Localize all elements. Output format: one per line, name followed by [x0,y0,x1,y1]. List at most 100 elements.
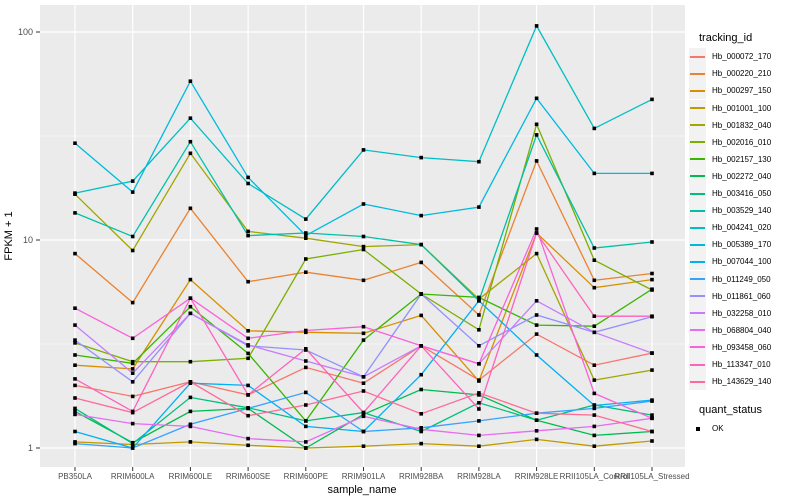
data-point-marker [73,338,77,342]
data-point-marker [477,313,481,317]
legend-item: Hb_113347_010 [689,356,771,374]
legend-item: Hb_011861_060 [689,287,771,305]
legend-label: Hb_005389_170 [712,240,772,250]
x-tick-label: PB350LA [58,472,92,481]
legend-item: Hb_001832_040 [689,116,771,134]
y-axis-title: FPKM + 1 [3,211,15,261]
legend-line-icon [690,55,705,58]
data-point-marker [419,292,423,296]
data-point-marker [534,313,539,317]
legend-label: Hb_001001_100 [712,103,772,113]
data-point-marker [534,353,539,357]
data-point-marker [592,314,597,318]
data-point-marker [304,390,308,395]
legend-label: Hb_004241_020 [712,223,772,233]
legend-label: Hb_003416_050 [712,189,772,199]
data-point-marker [477,328,481,332]
data-point-marker [650,429,654,434]
data-point-marker [592,413,597,417]
data-point-marker [592,246,597,250]
data-point-marker [477,295,481,300]
data-point-marker [73,406,77,411]
data-point-marker [304,446,308,450]
data-point-marker [73,191,77,195]
legend-key-swatch [689,338,706,356]
data-point-marker [246,356,250,361]
legend-title-tracking-id: tracking_id [699,32,753,44]
data-point-marker [130,361,135,366]
data-point-marker [650,439,654,443]
legend-label: Hb_003529_140 [712,206,772,216]
data-point-marker [361,244,366,249]
legend-label: Hb_002157_130 [712,154,772,164]
data-point-marker [130,179,135,183]
legend-label: Hb_068804_040 [712,325,772,335]
data-point-marker [304,233,308,238]
x-tick-label: RRII105LA_Stressed [614,472,690,481]
legend-line-icon [690,192,705,195]
data-point-marker [534,429,539,433]
data-point-marker [73,377,77,381]
data-point-marker [477,433,481,438]
data-point-marker [361,202,366,206]
legend-label: OK [712,424,724,434]
data-point-marker [534,24,539,28]
data-point-marker [73,409,77,414]
data-point-marker [592,424,597,429]
data-point-marker [130,248,135,253]
data-point-marker [73,323,77,327]
data-point-marker [188,380,193,384]
data-point-marker [246,413,250,418]
data-point-marker [419,441,423,446]
legend-item: Hb_005389_170 [689,236,772,254]
data-point-marker [130,380,135,384]
data-point-marker [650,399,654,403]
data-point-marker [304,270,308,274]
data-point-marker [419,260,423,265]
data-point-marker [361,234,366,239]
data-point-marker [361,278,366,283]
x-tick-label: RRIM928LE [514,472,559,481]
data-point-marker [188,79,193,83]
legend-key-swatch [689,236,706,254]
data-point-marker [534,133,539,137]
data-point-marker [73,412,77,417]
legend-item: Hb_003529_140 [689,202,772,220]
data-point-marker [130,300,135,305]
data-point-marker [592,285,597,290]
data-point-marker [477,444,481,448]
legend-key-swatch [689,287,706,305]
data-point-marker [477,407,481,411]
legend-item-quant: OK [689,420,724,438]
legend-label: Hb_000072_170 [712,52,772,62]
legend-line-icon [690,243,705,246]
data-point-marker [361,247,366,252]
legend-key-swatch [689,219,706,237]
legend-item: Hb_068804_040 [689,321,772,339]
legend-line-icon [690,260,705,263]
data-point-marker [130,336,135,341]
data-point-marker [246,393,250,397]
legend-line-icon [690,141,705,144]
legend-key-swatch [689,202,706,220]
data-point-marker [304,403,308,407]
data-point-marker [650,314,654,318]
data-point-marker [592,324,597,328]
data-point-marker [130,190,135,194]
data-point-marker [188,311,193,316]
data-point-marker [592,444,597,448]
x-tick-label: RRIM928BA [398,472,444,481]
data-point-marker [534,418,539,422]
legend-line-icon [690,346,705,349]
legend-key-swatch [689,116,706,134]
data-point-marker [361,429,366,434]
legend-label: Hb_000220_210 [712,69,772,79]
data-point-marker [188,424,193,429]
y-tick-label: 100 [17,26,33,37]
data-point-marker [188,139,193,144]
data-point-marker [304,440,308,444]
y-tick-label: 10 [22,234,33,245]
data-point-marker [592,433,597,438]
legend-key-swatch [689,420,706,438]
